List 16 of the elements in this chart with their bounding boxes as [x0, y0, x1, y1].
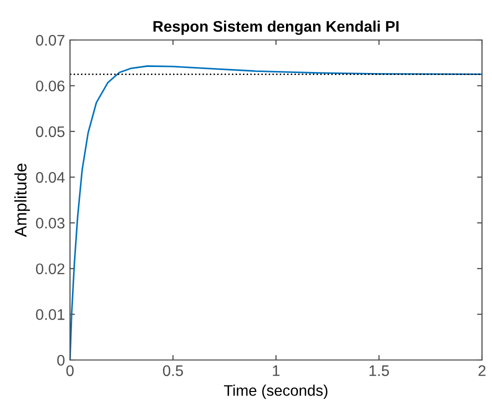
y-tick-label: 0.04: [36, 172, 65, 183]
y-tick-label: 0.07: [36, 34, 64, 46]
x-tick-label: 0: [66, 365, 74, 376]
y-tick-label: 0.06: [36, 80, 64, 92]
y-axis-title: Amplitude: [14, 164, 30, 238]
x-tick-label: 2: [478, 365, 486, 376]
x-tick-label: 0.5: [162, 365, 183, 376]
x-tick-label: 1: [272, 365, 280, 376]
x-tick-label: 1.5: [370, 365, 389, 376]
y-tick-label: 0.03: [36, 218, 64, 229]
y-tick-label: 0.05: [36, 126, 64, 138]
y-tick-label: 0: [57, 354, 65, 366]
y-tick-label: 0.01: [36, 309, 64, 320]
x-axis-title: Time (seconds): [224, 384, 328, 399]
chart-title: Respon Sistem dengan Kendali PI: [154, 20, 399, 35]
y-tick-label: 0.02: [36, 263, 64, 274]
